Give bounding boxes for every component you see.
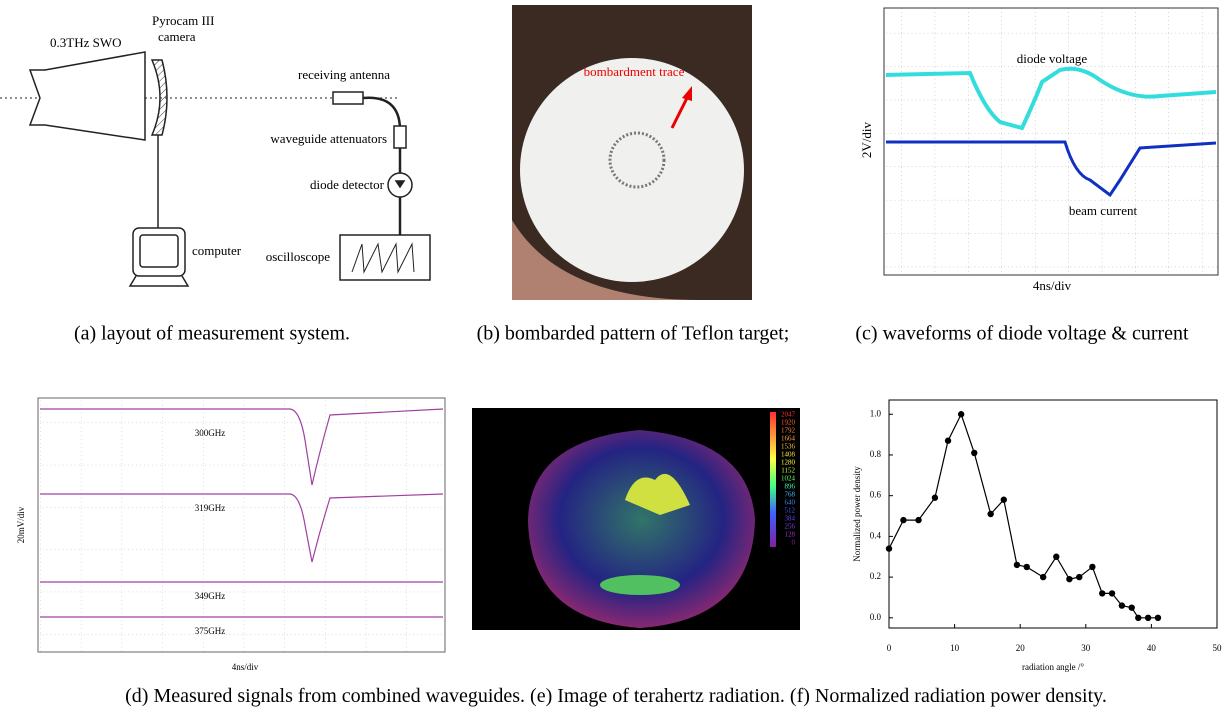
label: camera xyxy=(158,29,196,44)
data-point xyxy=(1135,614,1142,622)
y-tick-label: 1.0 xyxy=(870,408,882,418)
scale-label: 0 xyxy=(792,539,796,547)
panel-e: 2047192017921664153614081280115210248967… xyxy=(472,408,800,630)
scale-label: 1024 xyxy=(781,475,796,483)
label: 319GHz xyxy=(195,503,226,513)
caption: (b) bombarded pattern of Teflon target; xyxy=(477,323,790,345)
data-point xyxy=(944,437,952,444)
axis-label: 2V/div xyxy=(859,121,874,158)
scale-label: 1152 xyxy=(781,467,795,475)
y-axis-label: Normalized power density xyxy=(852,466,862,562)
label: 0.3THz SWO xyxy=(50,35,122,50)
data-point xyxy=(987,510,994,518)
scale-label: 896 xyxy=(785,483,796,491)
data-point xyxy=(1108,590,1116,597)
scale-label: 768 xyxy=(785,491,796,499)
y-tick-label: 0.8 xyxy=(870,449,882,459)
label: bombardment trace xyxy=(584,64,685,79)
axis-label: 4ns/div xyxy=(1033,278,1072,293)
scale-label: 128 xyxy=(785,531,796,539)
series-line xyxy=(888,412,1158,619)
caption: (c) waveforms of diode voltage & current xyxy=(855,323,1189,345)
label: waveguide attenuators xyxy=(270,131,387,146)
scale-label: 1792 xyxy=(781,427,796,435)
x-tick-label: 30 xyxy=(1081,643,1091,653)
label: oscilloscope xyxy=(266,249,330,264)
caption: (e) Image of terahertz radiation. xyxy=(530,685,785,707)
data-point xyxy=(971,449,978,457)
scale-label: 1536 xyxy=(781,443,796,451)
data-point xyxy=(1023,563,1030,571)
panel-a xyxy=(0,51,431,287)
scale-label: 1920 xyxy=(781,419,796,427)
panel-c: diode voltage beam current 2V/div 4ns/di… xyxy=(859,7,1219,293)
y-tick-label: 0.4 xyxy=(870,530,882,540)
x-tick-label: 40 xyxy=(1147,643,1157,653)
label: Pyrocam III xyxy=(152,13,214,28)
x-tick-label: 50 xyxy=(1213,643,1223,653)
data-point xyxy=(931,494,939,501)
data-point xyxy=(900,516,907,524)
scale-label: 384 xyxy=(785,515,796,523)
data-point xyxy=(1099,590,1106,597)
scale-label: 640 xyxy=(785,499,796,507)
panel-f: Normalized power density radiation angle… xyxy=(852,399,1223,672)
scale-label: 1664 xyxy=(781,435,796,443)
label: receiving antenna xyxy=(298,67,390,82)
scale-label: 1408 xyxy=(781,451,796,459)
label: 349GHz xyxy=(195,591,226,601)
caption: (a) layout of measurement system. xyxy=(74,323,350,345)
scale-label: 256 xyxy=(785,523,796,531)
caption-line: (d) Measured signals from combined waveg… xyxy=(125,685,1107,707)
label: diode detector xyxy=(310,177,385,192)
x-axis-label: radiation angle /° xyxy=(1022,662,1084,672)
label: 375GHz xyxy=(195,626,226,636)
data-point xyxy=(1053,553,1060,560)
data-point xyxy=(1089,563,1096,571)
scale-label: 1280 xyxy=(781,459,796,467)
y-tick-label: 0.6 xyxy=(870,490,882,500)
caption: (d) Measured signals from combined waveg… xyxy=(125,685,525,707)
scale-label: 512 xyxy=(785,507,796,515)
data-point xyxy=(1000,496,1007,503)
panel-d: 300GHz 319GHz 349GHz 375GHz 20mV/div 4ns… xyxy=(16,397,446,672)
x-tick-label: 10 xyxy=(950,643,960,653)
label: diode voltage xyxy=(1017,51,1088,66)
data-point xyxy=(1013,561,1021,569)
data-point xyxy=(1076,573,1083,581)
y-tick-label: 0.0 xyxy=(870,612,882,622)
panel-b: bombardment trace xyxy=(512,5,752,300)
axis-label: 4ns/div xyxy=(232,662,259,672)
label: beam current xyxy=(1069,203,1138,218)
data-point xyxy=(1128,604,1135,611)
axis-label: 20mV/div xyxy=(16,506,26,543)
panel-a-labels: 0.3THz SWO Pyrocam III camera receiving … xyxy=(50,13,390,264)
x-tick-label: 20 xyxy=(1016,643,1026,653)
label: 300GHz xyxy=(195,428,226,438)
data-point xyxy=(1144,614,1152,622)
label: computer xyxy=(192,243,242,258)
data-point xyxy=(915,516,922,524)
x-tick-label: 0 xyxy=(887,643,892,653)
data-point xyxy=(1066,575,1073,583)
data-point xyxy=(1118,602,1126,609)
data-point xyxy=(1039,573,1047,581)
data-point xyxy=(1154,614,1162,622)
data-point xyxy=(957,411,965,418)
y-tick-label: 0.2 xyxy=(870,571,881,581)
caption: (f) Normalized radiation power density. xyxy=(790,685,1107,707)
scale-label: 2047 xyxy=(781,411,796,419)
data-point xyxy=(885,545,893,552)
